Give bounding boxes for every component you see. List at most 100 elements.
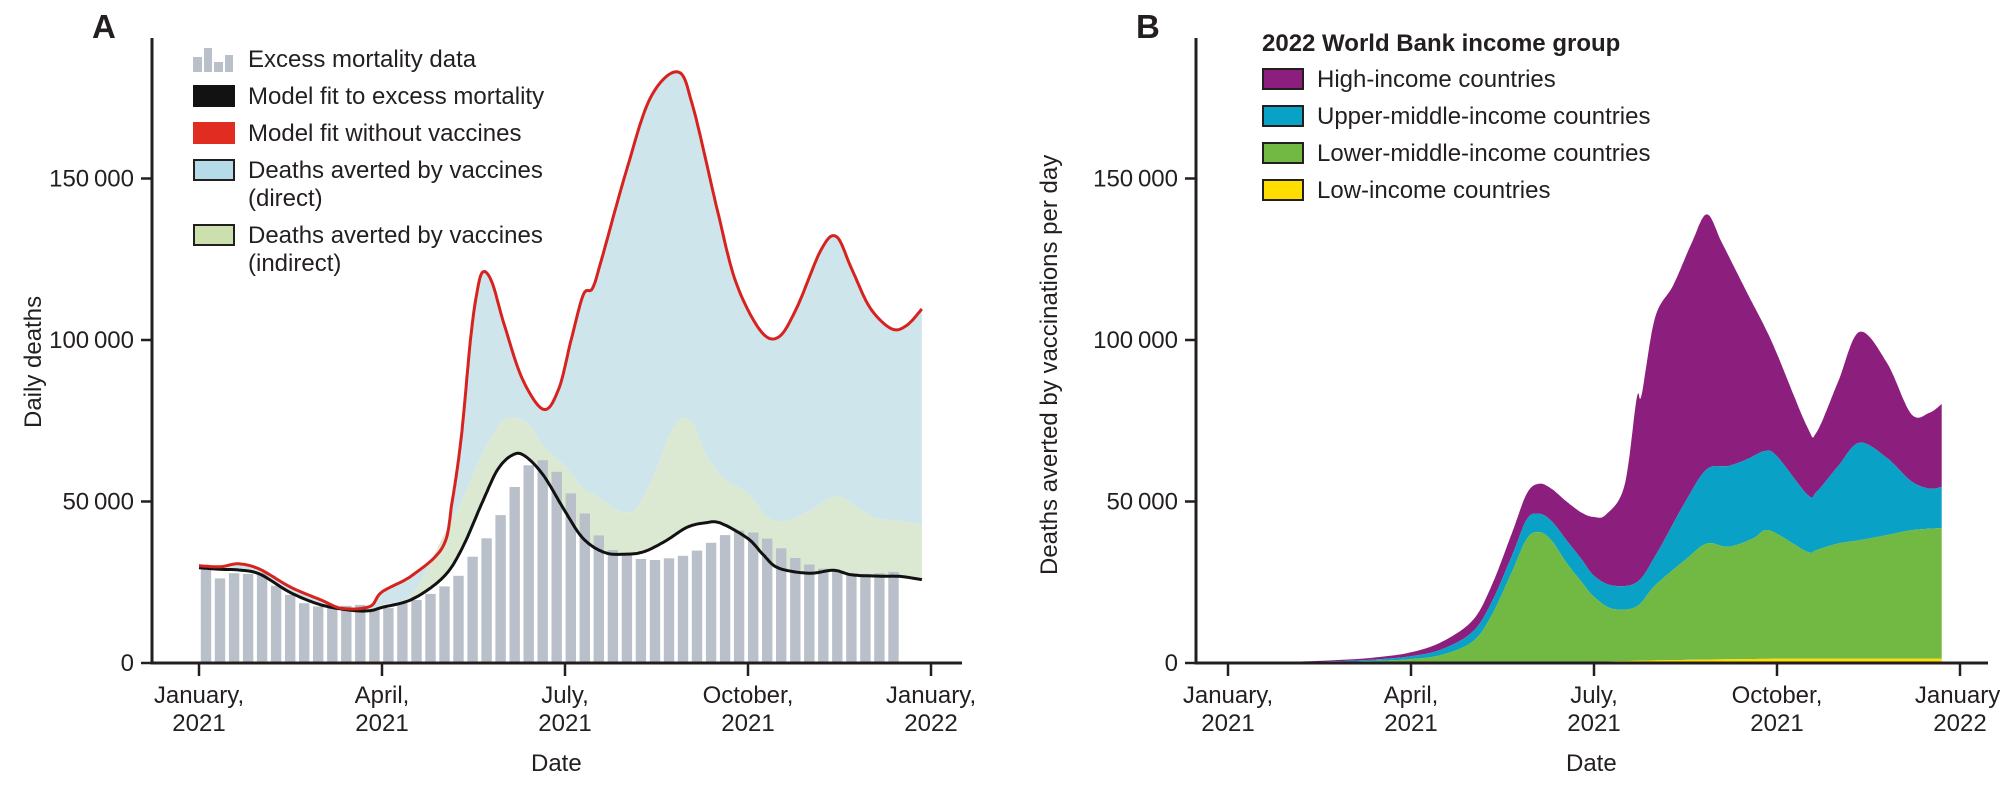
excess-mortality-bar <box>523 465 534 663</box>
excess-mortality-bar <box>495 515 506 663</box>
legend-item-upper-middle-income: Upper-middle-income countries <box>1262 103 1742 131</box>
panel-b-x-tick-label: 2022 <box>1933 710 1986 737</box>
panel-a-x-tick-label: January, <box>886 682 976 709</box>
legend-item-averted-indirect: Deaths averted by vaccines <box>193 222 613 250</box>
panel-a-x-axis-title: Date <box>531 750 582 777</box>
panel-a-letter: A <box>92 8 116 45</box>
excess-mortality-bar <box>888 571 899 663</box>
deaths-averted-direct-area <box>199 71 922 612</box>
legend-label: Model fit to excess mortality <box>248 83 545 110</box>
excess-mortality-bars <box>200 460 899 663</box>
legend-item-high-income: High-income countries <box>1262 66 1742 94</box>
legend-label: Deaths averted by vaccines <box>248 157 543 184</box>
upper-middle-income-area <box>1276 442 1942 663</box>
excess-mortality-bar <box>313 606 324 663</box>
panel-a-x-tick-label: January, <box>154 682 244 709</box>
excess-mortality-bar <box>270 585 282 663</box>
excess-mortality-bar <box>537 460 548 663</box>
panel-b-x-tick-label: July, <box>1570 682 1618 709</box>
excess-mortality-bar <box>663 558 675 663</box>
excess-mortality-bar <box>285 594 296 663</box>
excess-mortality-bar <box>579 513 590 663</box>
lightgreen-swatch-icon <box>193 224 235 246</box>
panel-b-y-tick-label: 100 000 <box>1093 327 1178 354</box>
excess-mortality-bar <box>551 471 562 663</box>
panel-a-x-tick-label: April, <box>355 682 410 709</box>
excess-mortality-bar <box>397 603 408 663</box>
panel-b-x-tick-label: October, <box>1732 682 1823 709</box>
panel-a-x-tick-label: 2022 <box>904 710 957 737</box>
excess-mortality-bar <box>874 573 885 663</box>
excess-mortality-bar <box>607 550 619 663</box>
panel-b-letter: B <box>1136 8 1160 45</box>
panel-b-y-tick-label: 50 000 <box>1106 489 1178 516</box>
panel-a-x-tick-label: 2021 <box>355 710 408 737</box>
excess-mortality-bar <box>467 556 478 663</box>
excess-mortality-bar <box>228 573 240 663</box>
excess-mortality-bar <box>677 555 689 663</box>
excess-mortality-bar <box>439 586 450 663</box>
legend-item-excess-mortality: Excess mortality data <box>193 46 613 74</box>
panel-b-y-axis-title: Deaths averted by vaccinations per day <box>1036 154 1063 575</box>
legend-item-averted-direct: Deaths averted by vaccines <box>193 157 613 185</box>
excess-mortality-bar <box>369 609 380 663</box>
legend-label: High-income countries <box>1317 66 1556 93</box>
yellow-swatch-icon <box>1262 179 1304 201</box>
panel-a-y-tick-label: 100 000 <box>49 327 134 354</box>
panel-a-x-tick-label: 2021 <box>172 710 225 737</box>
excess-mortality-bar <box>635 559 647 663</box>
excess-mortality-bar <box>705 542 717 663</box>
legend-label: Low-income countries <box>1317 177 1551 204</box>
no-vaccine-model-line <box>198 70 923 611</box>
panel-b-x-tick-label: April, <box>1384 682 1439 709</box>
legend-label: Model fit without vaccines <box>248 120 522 147</box>
excess-mortality-bar <box>691 550 703 663</box>
panel-b-x-axis-title: Date <box>1566 750 1617 777</box>
legend-item-no-vaccines: Model fit without vaccines <box>193 120 613 148</box>
bar-chart-icon <box>193 46 235 72</box>
excess-mortality-bar <box>355 604 366 663</box>
excess-mortality-bar <box>748 532 759 663</box>
excess-mortality-bar <box>481 538 492 663</box>
excess-mortality-bar <box>299 603 310 663</box>
excess-mortality-bar <box>214 578 226 663</box>
panel-b-x-tick-label: 2021 <box>1201 710 1254 737</box>
excess-mortality-bar <box>804 564 815 663</box>
green-swatch-icon <box>1262 142 1304 164</box>
excess-mortality-bar <box>860 573 871 663</box>
excess-mortality-bar <box>341 605 352 663</box>
panel-b-y-tick-label: 150 000 <box>1093 166 1178 193</box>
panel-a-x-tick-label: October, <box>703 682 794 709</box>
excess-mortality-bar <box>509 487 520 663</box>
excess-mortality-bar <box>719 535 731 663</box>
panel-b-x-tick-label: 2021 <box>1567 710 1620 737</box>
blue-swatch-icon <box>1262 105 1304 127</box>
lightblue-swatch-icon <box>193 159 235 181</box>
panel-a-x-tick-label: 2021 <box>721 710 774 737</box>
legend-item-lower-middle-income: Lower-middle-income countries <box>1262 140 1742 168</box>
panel-a-y-axis-title: Daily deaths <box>20 295 47 428</box>
panel-b-x-tick-label: January, <box>1183 682 1273 709</box>
panel-a-y-tick-label: 150 000 <box>49 166 134 193</box>
excess-mortality-bar <box>762 538 773 663</box>
lower-middle-income-area <box>1276 528 1942 663</box>
excess-mortality-bar <box>327 607 338 663</box>
panel-b-x-tick-label: January, <box>1915 682 2000 709</box>
excess-mortality-bar <box>733 530 745 663</box>
panel-a-x-tick-label: 2021 <box>538 710 591 737</box>
legend-label: Excess mortality data <box>248 46 477 73</box>
panel-a-y-tick-label: 0 <box>121 650 134 677</box>
legend-label: Deaths averted by vaccines <box>248 222 543 249</box>
panel-b-x-tick-label: 2021 <box>1384 710 1437 737</box>
red-swatch-icon <box>193 122 235 144</box>
legend-item-model-fit: Model fit to excess mortality <box>193 83 613 111</box>
excess-mortality-bar <box>818 568 829 663</box>
legend-label: Lower-middle-income countries <box>1317 140 1651 167</box>
panel-b-legend: 2022 World Bank income group High-income… <box>1262 30 1742 214</box>
high-income-area <box>1276 214 1942 663</box>
legend-label-indirect-line2: (indirect) <box>248 250 342 277</box>
purple-swatch-icon <box>1262 68 1304 90</box>
excess-mortality-bar <box>425 593 436 663</box>
panel-a-x-tick-label: July, <box>541 682 589 709</box>
